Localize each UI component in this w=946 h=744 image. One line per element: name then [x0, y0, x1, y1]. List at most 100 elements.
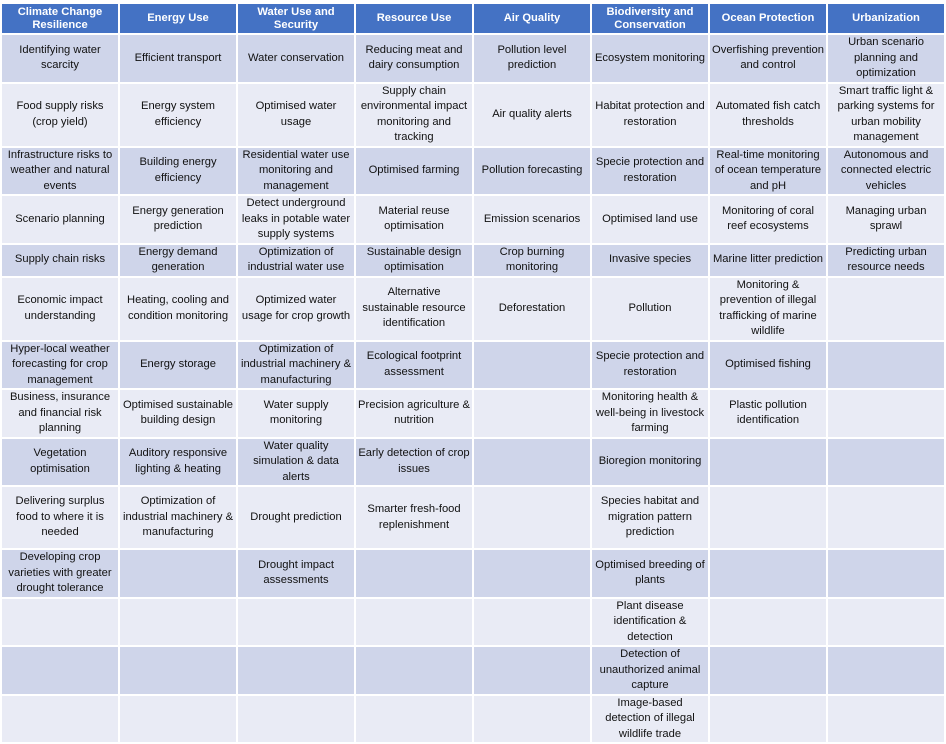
table-cell: Optimization of industrial water use	[238, 244, 354, 276]
table-cell	[828, 341, 944, 388]
table-cell	[710, 487, 826, 548]
table-row: Plant disease identification & detection	[2, 598, 944, 645]
table-cell: Optimised fishing	[710, 341, 826, 388]
table-cell	[474, 647, 590, 694]
table-cell: Energy demand generation	[120, 244, 236, 276]
table-cell: Smart traffic light & parking systems fo…	[828, 83, 944, 146]
table-cell: Ecological footprint assessment	[356, 341, 472, 388]
table-cell	[710, 695, 826, 742]
header-cell: Water Use and Security	[238, 4, 354, 33]
table-cell	[356, 598, 472, 645]
table-cell	[474, 438, 590, 485]
table-cell: Detect underground leaks in potable wate…	[238, 196, 354, 243]
table-cell	[356, 550, 472, 597]
table-cell: Monitoring & prevention of illegal traff…	[710, 277, 826, 340]
table-cell: Optimised land use	[592, 196, 708, 243]
table-cell: Habitat protection and restoration	[592, 83, 708, 146]
table-cell: Drought prediction	[238, 487, 354, 548]
table-cell: Pollution level prediction	[474, 35, 590, 82]
table-cell: Pollution	[592, 277, 708, 340]
table-cell	[828, 438, 944, 485]
table-cell: Air quality alerts	[474, 83, 590, 146]
table-cell: Economic impact understanding	[2, 277, 118, 340]
header-cell: Air Quality	[474, 4, 590, 33]
table-cell: Infrastructure risks to weather and natu…	[2, 147, 118, 194]
table-cell: Smarter fresh-food replenishment	[356, 487, 472, 548]
table-cell: Efficient transport	[120, 35, 236, 82]
table-cell: Managing urban sprawl	[828, 196, 944, 243]
table-row: Infrastructure risks to weather and natu…	[2, 147, 944, 194]
table-cell: Water conservation	[238, 35, 354, 82]
table-cell: Optimization of industrial machinery & m…	[238, 341, 354, 388]
table-cell	[710, 647, 826, 694]
table-cell: Invasive species	[592, 244, 708, 276]
table-cell: Marine litter prediction	[710, 244, 826, 276]
table-cell: Automated fish catch thresholds	[710, 83, 826, 146]
table-cell	[474, 487, 590, 548]
table-cell: Energy system efficiency	[120, 83, 236, 146]
table-cell	[828, 695, 944, 742]
table-row: Hyper-local weather forecasting for crop…	[2, 341, 944, 388]
table-cell: Urban scenario planning and optimization	[828, 35, 944, 82]
table-cell: Delivering surplus food to where it is n…	[2, 487, 118, 548]
table-row: Business, insurance and financial risk p…	[2, 390, 944, 437]
table-cell: Bioregion monitoring	[592, 438, 708, 485]
table-cell: Material reuse optimisation	[356, 196, 472, 243]
table-cell: Plant disease identification & detection	[592, 598, 708, 645]
table-cell	[474, 695, 590, 742]
table-cell: Optimised farming	[356, 147, 472, 194]
table-cell	[356, 695, 472, 742]
table-cell	[828, 390, 944, 437]
table-cell: Alternative sustainable resource identif…	[356, 277, 472, 340]
table-cell: Optimised water usage	[238, 83, 354, 146]
table-cell: Optimised breeding of plants	[592, 550, 708, 597]
table-cell	[238, 647, 354, 694]
table-cell	[828, 550, 944, 597]
table-row: Economic impact understanding Heating, co…	[2, 277, 944, 340]
table-cell: Business, insurance and financial risk p…	[2, 390, 118, 437]
header-cell: Biodiversity and Conservation	[592, 4, 708, 33]
table-row: Scenario planning Energy generation predi…	[2, 196, 944, 243]
table-cell	[2, 598, 118, 645]
table-cell: Hyper-local weather forecasting for crop…	[2, 341, 118, 388]
table-cell	[828, 598, 944, 645]
table-cell: Monitoring of coral reef ecosystems	[710, 196, 826, 243]
table-cell: Scenario planning	[2, 196, 118, 243]
table-row: Developing crop varieties with greater d…	[2, 550, 944, 597]
table-cell	[120, 598, 236, 645]
table-cell: Early detection of crop issues	[356, 438, 472, 485]
header-cell: Climate Change Resilience	[2, 4, 118, 33]
table-cell	[2, 695, 118, 742]
table-cell: Pollution forecasting	[474, 147, 590, 194]
table-cell	[356, 647, 472, 694]
table-cell: Energy generation prediction	[120, 196, 236, 243]
table-cell: Drought impact assessments	[238, 550, 354, 597]
table-cell: Overfishing prevention and control	[710, 35, 826, 82]
table-cell: Optimised sustainable building design	[120, 390, 236, 437]
table-cell: Predicting urban resource needs	[828, 244, 944, 276]
header-row: Climate Change Resilience Energy Use Wat…	[2, 4, 944, 33]
table-cell	[474, 390, 590, 437]
table-cell	[474, 341, 590, 388]
table-cell: Food supply risks (crop yield)	[2, 83, 118, 146]
header-cell: Resource Use	[356, 4, 472, 33]
table-cell: Species habitat and migration pattern pr…	[592, 487, 708, 548]
table-cell	[120, 550, 236, 597]
table-cell: Plastic pollution identification	[710, 390, 826, 437]
table-cell	[238, 695, 354, 742]
table-row: Identifying water scarcity Efficient tran…	[2, 35, 944, 82]
table-cell: Developing crop varieties with greater d…	[2, 550, 118, 597]
table-cell: Real-time monitoring of ocean temperatur…	[710, 147, 826, 194]
table-cell: Water supply monitoring	[238, 390, 354, 437]
table-cell: Sustainable design optimisation	[356, 244, 472, 276]
table-cell	[828, 487, 944, 548]
table-cell: Vegetation optimisation	[2, 438, 118, 485]
table-cell	[120, 647, 236, 694]
table-cell: Optimized water usage for crop growth	[238, 277, 354, 340]
table-row: Image-based detection of illegal wildlif…	[2, 695, 944, 742]
header-cell: Ocean Protection	[710, 4, 826, 33]
table-cell	[710, 438, 826, 485]
table-cell: Deforestation	[474, 277, 590, 340]
table-cell: Residential water use monitoring and man…	[238, 147, 354, 194]
